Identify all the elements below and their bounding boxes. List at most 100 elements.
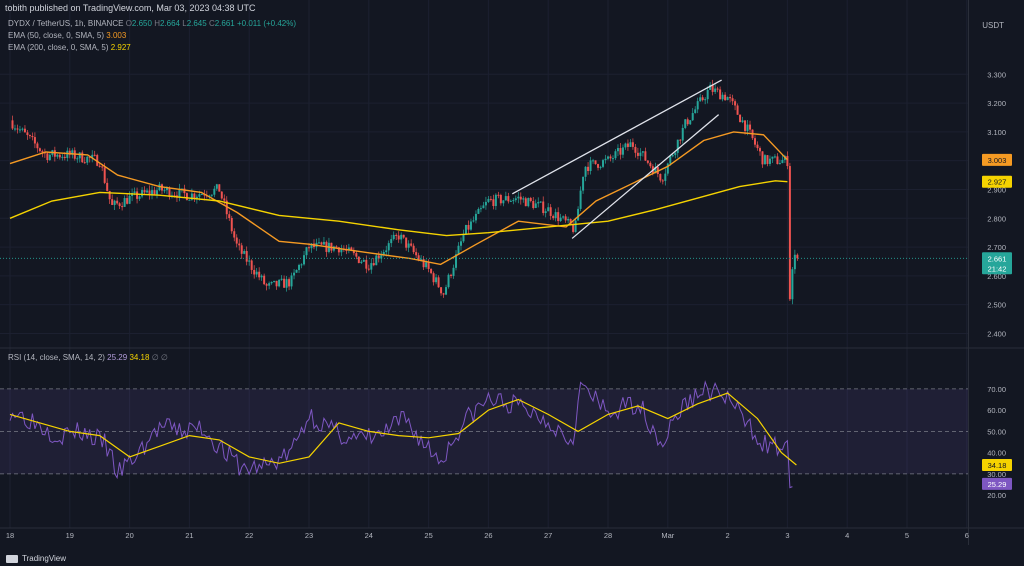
candle-down <box>724 94 727 101</box>
candle-down <box>350 247 353 251</box>
candle-down <box>36 143 39 149</box>
candle-up <box>76 158 79 160</box>
candle-down <box>489 198 492 200</box>
candle-down <box>686 119 689 125</box>
candle-up <box>704 99 707 101</box>
candle-up <box>522 198 525 200</box>
candle-up <box>340 248 343 253</box>
candle-up <box>195 196 198 199</box>
candle-down <box>450 274 453 276</box>
candle-up <box>48 154 51 161</box>
candle-up <box>457 245 460 255</box>
candle-down <box>594 160 597 165</box>
candle-down <box>93 154 96 156</box>
tradingview-footer[interactable]: TradingView <box>6 554 66 563</box>
candle-up <box>579 190 582 209</box>
candle-down <box>250 260 253 270</box>
candle-up <box>694 109 697 114</box>
ema50-value: 3.003 <box>106 31 127 40</box>
candle-down <box>173 195 176 197</box>
candle-down <box>437 277 440 288</box>
candle-up <box>469 221 472 230</box>
candle-up <box>382 252 385 256</box>
countdown-label: 21:42 <box>988 264 1007 273</box>
candle-up <box>188 199 191 201</box>
symbol-label[interactable]: DYDX / TetherUS, 1h, BINANCE <box>8 19 124 28</box>
candle-down <box>23 128 26 133</box>
candle-up <box>592 160 595 162</box>
candle-up <box>771 156 774 159</box>
open-key: O <box>125 19 132 28</box>
candle-up <box>66 150 69 158</box>
candle-down <box>716 88 719 90</box>
candle-down <box>185 193 188 201</box>
candle-up <box>544 211 547 214</box>
candle-down <box>320 242 323 245</box>
candle-up <box>691 113 694 121</box>
candle-up <box>726 96 729 101</box>
time-tick-label: 19 <box>66 531 74 540</box>
candle-up <box>128 195 131 204</box>
rsi-tick-label: 20.00 <box>987 491 1006 500</box>
candle-down <box>288 279 291 287</box>
candle-down <box>377 255 380 259</box>
time-tick-label: 5 <box>905 531 909 540</box>
last-price-badge-bg <box>982 252 1012 275</box>
candle-up <box>455 254 458 268</box>
candle-up <box>280 278 283 280</box>
price-tick-label: 3.300 <box>987 70 1006 79</box>
candle-up <box>559 217 562 222</box>
candle-down <box>661 180 664 182</box>
candle-up <box>477 209 480 214</box>
ema50-price-badge-bg <box>982 153 1012 166</box>
candle-down <box>118 203 121 207</box>
tradingview-logo-icon <box>6 554 18 563</box>
candle-up <box>290 275 293 287</box>
candle-up <box>303 255 306 265</box>
candle-down <box>679 139 682 141</box>
candle-up <box>370 263 373 270</box>
close-value: 2.661 <box>214 19 235 28</box>
candle-down <box>33 137 36 144</box>
candle-up <box>621 147 624 155</box>
candle-down <box>524 198 527 207</box>
candle-up <box>215 184 218 189</box>
candle-up <box>482 205 485 209</box>
candle-up <box>472 220 475 222</box>
candle-up <box>567 218 570 221</box>
candle-down <box>796 254 799 259</box>
candle-down <box>38 148 41 152</box>
candle-down <box>587 166 590 172</box>
candle-up <box>305 247 308 256</box>
candle-down <box>68 150 71 155</box>
publisher-line: tobith published on TradingView.com, Mar… <box>5 3 256 13</box>
candle-down <box>53 150 56 157</box>
currency-unit: USDT <box>982 21 1004 30</box>
candle-up <box>200 194 203 196</box>
candle-down <box>626 143 629 147</box>
candle-down <box>569 218 572 225</box>
candle-up <box>527 198 530 207</box>
candle-down <box>427 262 430 269</box>
candle-down <box>532 201 535 209</box>
candle-down <box>758 148 761 152</box>
candle-down <box>88 156 91 158</box>
change-value: +0.011 (+0.42%) <box>237 19 297 28</box>
candle-up <box>611 158 614 160</box>
candle-up <box>86 156 89 163</box>
time-tick-label: 18 <box>6 531 14 540</box>
ema200-legend[interactable]: EMA (200, close, 0, SMA, 5) 2.927 <box>8 43 131 52</box>
high-value: 2.664 <box>159 19 180 28</box>
candle-up <box>582 176 585 191</box>
candle-up <box>624 143 627 148</box>
candle-down <box>352 250 355 254</box>
candle-down <box>719 89 722 100</box>
candle-up <box>362 259 365 262</box>
rsi-ma-badge: 34.18 <box>988 461 1007 470</box>
rsi-legend[interactable]: RSI (14, close, SMA, 14, 2) 25.29 34.18 … <box>8 353 168 362</box>
ema50-legend[interactable]: EMA (50, close, 0, SMA, 5) 3.003 <box>8 31 126 40</box>
candle-down <box>220 191 223 199</box>
candle-down <box>136 191 139 199</box>
candle-up <box>778 163 781 165</box>
